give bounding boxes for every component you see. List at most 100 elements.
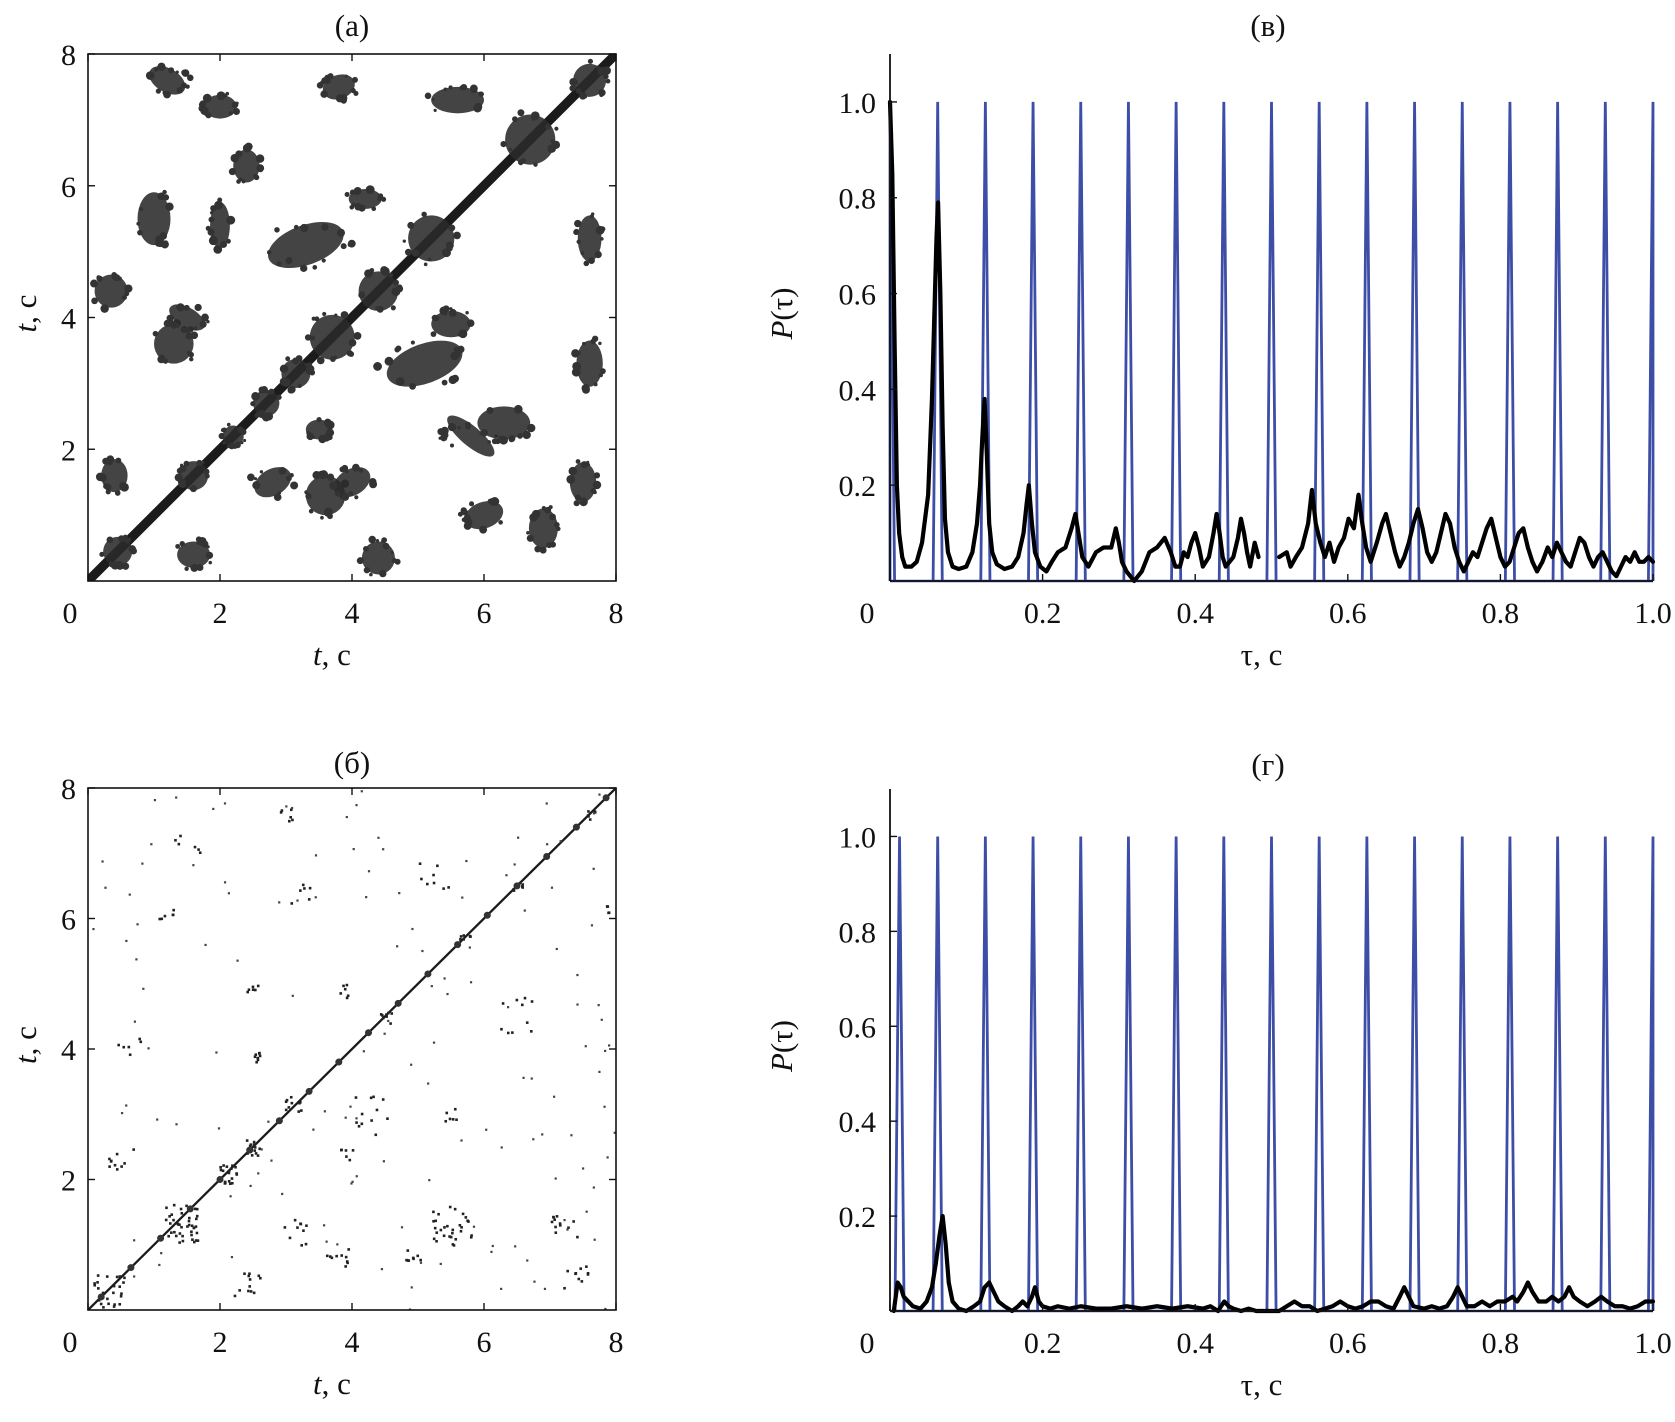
recurrence-speckle — [243, 438, 247, 443]
recurrence-point — [406, 1259, 410, 1262]
recurrence-speckle — [539, 546, 547, 554]
recurrence-point — [552, 1095, 556, 1098]
recurrence-point — [290, 1101, 294, 1105]
recurrence-point — [365, 896, 368, 899]
x-tick-label: 0.2 — [1024, 1327, 1062, 1360]
recurrence-point — [175, 1123, 178, 1126]
recurrence-speckle — [316, 417, 322, 423]
recurrence-point — [521, 883, 525, 886]
recurrence-speckle — [356, 557, 364, 565]
recurrence-speckle — [590, 487, 597, 494]
recurrence-speckle — [457, 425, 461, 430]
recurrence-speckle — [569, 78, 578, 86]
recurrence-point — [245, 1139, 249, 1142]
recurrence-speckle — [320, 515, 324, 520]
recurrence-point — [581, 1167, 585, 1170]
y-axis-label-rest: , с — [8, 1026, 43, 1055]
recurrence-point — [369, 1096, 373, 1100]
recurrence-point — [217, 1127, 221, 1130]
recurrence-speckle — [457, 511, 463, 517]
recurrence-point — [604, 1307, 607, 1310]
recurrence-point — [259, 1276, 262, 1280]
recurrence-point — [283, 1226, 287, 1229]
recurrence-point — [435, 1239, 438, 1243]
recurrence-speckle — [202, 93, 212, 103]
recurrence-speckle — [462, 330, 467, 336]
recurrence-speckle — [326, 435, 331, 440]
probability-plot-g: 0 0.2 0.4 0.6 0.8 1.0 0.2 0.4 0.6 0.8 1.0 (г) τ, с P(… — [764, 747, 1672, 1402]
recurrence-speckle — [274, 227, 280, 233]
recurrence-speckle — [597, 66, 607, 76]
y-tick-label: 4 — [61, 303, 76, 336]
recurrence-region — [309, 314, 355, 360]
recurrence-point — [223, 881, 227, 884]
x-tick-label: 8 — [609, 1326, 624, 1359]
recurrence-point — [252, 1291, 256, 1295]
x-axis-label: t, с — [313, 1366, 351, 1401]
recurrence-point — [112, 1284, 116, 1288]
recurrence-speckle — [586, 460, 590, 464]
recurrence-point — [222, 1164, 225, 1167]
recurrence-speckle — [189, 356, 194, 362]
recurrence-point — [426, 882, 429, 886]
recurrence-point — [164, 1218, 168, 1222]
recurrence-point — [600, 1018, 603, 1021]
probability-curve — [887, 99, 1261, 584]
recurrence-speckle — [115, 457, 122, 464]
recurrence-point — [517, 836, 520, 839]
recurrence-speckle — [263, 415, 269, 421]
recurrence-point — [351, 1180, 354, 1183]
recurrence-point — [459, 938, 462, 941]
recurrence-speckle — [530, 111, 540, 121]
recurrence-speckle — [200, 106, 209, 116]
recurrence-speckle — [580, 461, 588, 469]
recurrence-speckle — [103, 482, 108, 487]
recurrence-speckle — [594, 250, 602, 259]
recurrence-point — [305, 1087, 313, 1095]
recurrence-point — [572, 1220, 575, 1223]
recurrence-point — [270, 1159, 273, 1162]
recurrence-region — [203, 94, 237, 119]
reference-spike — [1408, 836, 1421, 1312]
recurrence-point — [444, 1119, 448, 1123]
recurrence-point — [123, 1276, 126, 1280]
recurrence-point — [576, 1003, 579, 1006]
recurrence-point — [192, 1240, 196, 1244]
recurrence-point — [119, 1294, 123, 1298]
reference-spike — [1551, 836, 1564, 1312]
recurrence-point — [255, 1060, 258, 1064]
recurrence-point — [464, 1216, 468, 1219]
recurrence-speckle — [364, 269, 373, 278]
recurrence-point — [529, 1030, 533, 1033]
recurrence-point — [186, 1205, 194, 1213]
recurrence-speckle — [354, 495, 359, 500]
recurrence-point — [439, 1262, 442, 1266]
recurrence-speckle — [265, 389, 270, 394]
recurrence-speckle — [206, 319, 210, 324]
recurrence-speckle — [108, 561, 115, 568]
recurrence-point — [345, 983, 349, 987]
recurrence-point — [608, 1044, 611, 1047]
recurrence-speckle — [121, 537, 126, 542]
recurrence-point — [522, 1076, 525, 1079]
reference-spike — [1170, 836, 1183, 1312]
recurrence-point — [512, 888, 515, 891]
recurrence-point — [96, 1274, 100, 1277]
recurrence-point — [158, 917, 162, 921]
recurrence-point — [546, 843, 549, 846]
recurrence-speckle — [205, 552, 213, 559]
recurrence-point — [233, 1294, 237, 1298]
x-tick-label: 0 — [63, 1326, 78, 1359]
recurrence-point — [355, 804, 358, 807]
recurrence-point — [247, 1289, 250, 1293]
recurrence-point — [336, 1243, 339, 1246]
recurrence-speckle — [300, 223, 309, 233]
recurrence-point — [190, 1233, 193, 1237]
recurrence-point — [120, 1292, 123, 1295]
recurrence-speckle — [390, 550, 394, 555]
recurrence-speckle — [242, 143, 252, 153]
recurrence-speckle — [375, 538, 380, 543]
recurrence-speckle — [238, 429, 244, 434]
recurrence-point — [460, 1139, 463, 1142]
recurrence-speckle — [529, 513, 538, 522]
